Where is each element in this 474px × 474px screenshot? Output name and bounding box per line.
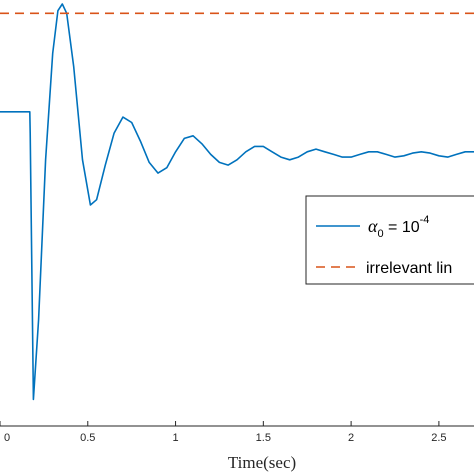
series-line-1 bbox=[0, 3, 474, 401]
legend-subscript: 0 bbox=[377, 228, 383, 240]
axes-layer: 0 0.5 1 1.5 2 2.5 bbox=[0, 421, 474, 444]
x-tick-label: 2.5 bbox=[431, 432, 446, 444]
legend-equation: = 10 bbox=[384, 219, 420, 236]
x-tick-label: 2 bbox=[348, 432, 354, 444]
x-tick-label: 0 bbox=[4, 432, 10, 444]
x-axis-title: Time(sec) bbox=[228, 453, 296, 472]
x-tick-label: 1.5 bbox=[256, 432, 271, 444]
series-layer bbox=[0, 3, 474, 401]
x-tick-label: 1 bbox=[172, 432, 178, 444]
legend-label-series-1: α0 = 10-4 bbox=[368, 214, 429, 240]
legend-symbol: α bbox=[368, 216, 378, 236]
legend-superscript: -4 bbox=[420, 214, 430, 226]
legend: α0 = 10-4 irrelevant lin bbox=[305, 195, 474, 285]
x-tick-label: 0.5 bbox=[80, 432, 95, 444]
legend-label-series-2: irrelevant lin bbox=[366, 260, 452, 277]
legend-box bbox=[305, 195, 474, 285]
